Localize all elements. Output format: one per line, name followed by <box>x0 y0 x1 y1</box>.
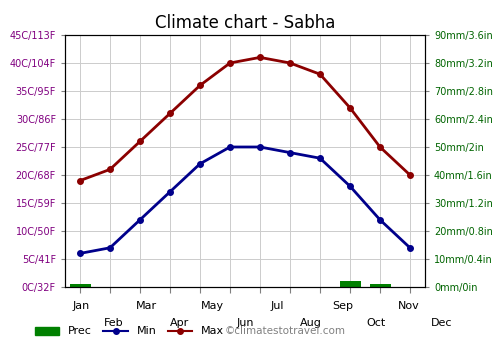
Text: Dec: Dec <box>430 318 452 329</box>
Bar <box>370 284 390 287</box>
Text: Jan: Jan <box>72 301 90 311</box>
Text: Apr: Apr <box>170 318 189 329</box>
Text: ©climatestotravel.com: ©climatestotravel.com <box>225 326 346 336</box>
Legend: Prec, Min, Max: Prec, Min, Max <box>30 322 228 341</box>
Text: May: May <box>200 301 224 311</box>
Text: Mar: Mar <box>136 301 158 311</box>
Bar <box>70 284 90 287</box>
Title: Climate chart - Sabha: Climate chart - Sabha <box>155 14 335 32</box>
Text: Oct: Oct <box>366 318 386 329</box>
Text: Aug: Aug <box>300 318 322 329</box>
Text: Jul: Jul <box>271 301 284 311</box>
Text: Sep: Sep <box>332 301 353 311</box>
Text: Feb: Feb <box>104 318 124 329</box>
Bar <box>340 281 360 287</box>
Text: Jun: Jun <box>236 318 254 329</box>
Text: Nov: Nov <box>398 301 419 311</box>
